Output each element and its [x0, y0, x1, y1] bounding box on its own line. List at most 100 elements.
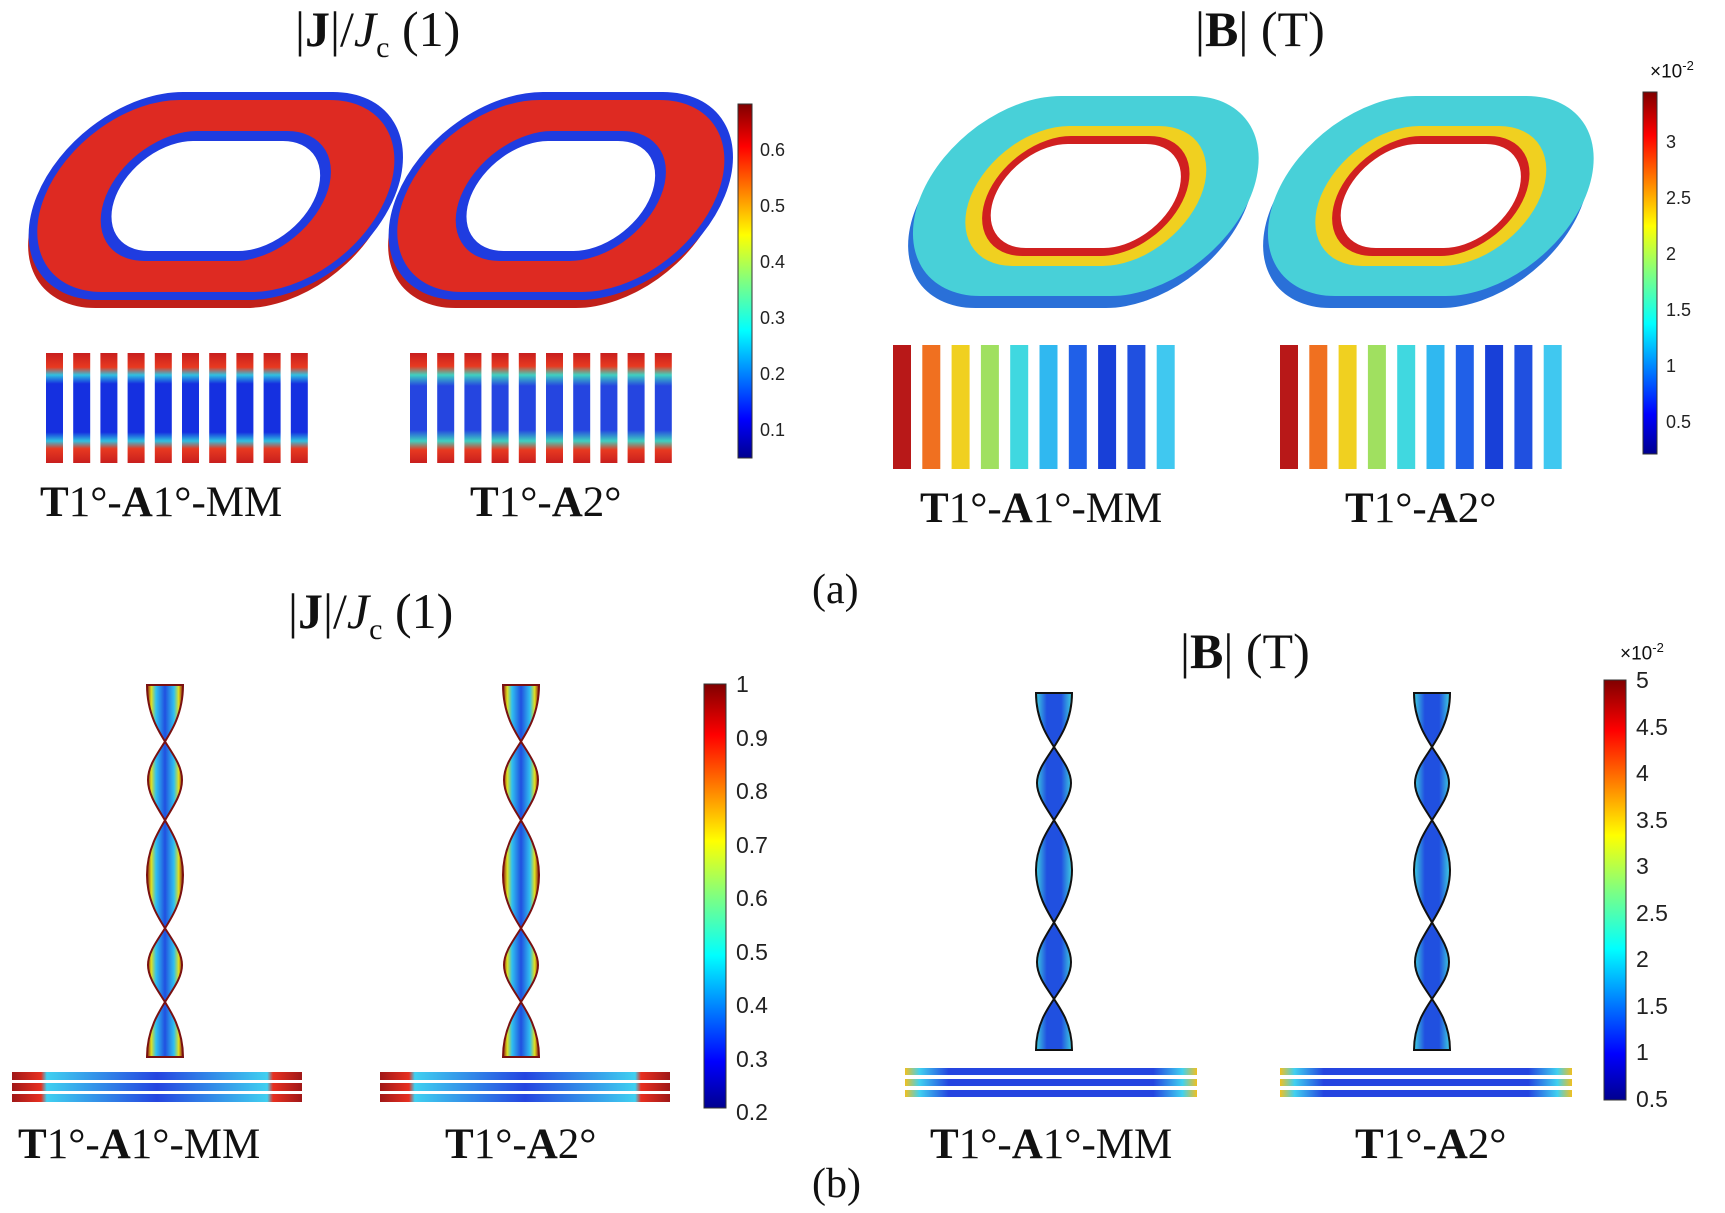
case-label-j-a-1: T1°-A1°-MM — [40, 479, 283, 526]
panel-label-b: (b) — [812, 1161, 861, 1207]
title-b-b: |B| (T) — [1180, 623, 1310, 679]
stack-j-a2 — [380, 1072, 670, 1102]
cross-section-strip — [1098, 345, 1117, 469]
cross-section-b-a2 — [1280, 345, 1562, 469]
coil-b-a2 — [1263, 96, 1594, 308]
cross-section-strip — [100, 353, 118, 463]
colorbar-tick-label: 0.9 — [736, 724, 768, 751]
cross-section-strip — [1010, 345, 1029, 469]
title-j-b: |J|/Jc (1) — [288, 583, 454, 646]
stack-b-a2 — [1280, 1068, 1572, 1097]
cross-section-strip — [573, 353, 591, 463]
cross-section-strip — [209, 353, 227, 463]
colorbar-tick-label: 0.8 — [736, 778, 768, 804]
cross-section-j-a1-mm — [46, 353, 308, 463]
case-label-j-a-2: T1°-A2° — [470, 479, 622, 526]
twist-j-a1-mm — [145, 684, 185, 1058]
cross-section-strip — [518, 353, 536, 463]
case-label-b-b-2: T1°-A2° — [1355, 1121, 1507, 1168]
twist-b-a1-mm — [1034, 692, 1074, 1051]
case-label-j-b-2: T1°-A2° — [445, 1121, 597, 1168]
colorbar-tick-label: 1.5 — [1636, 992, 1668, 1019]
colorbar-tick-label: 0.5 — [736, 938, 768, 965]
colorbar-tick-label: 2 — [1666, 244, 1677, 264]
cross-section-strip — [154, 353, 172, 463]
colorbar-tick-label: 1 — [736, 671, 749, 697]
stack-j-a1-mm — [12, 1072, 302, 1102]
twist-j-a2 — [501, 684, 541, 1058]
colorbar-tick-label: 3 — [1636, 853, 1649, 879]
cross-section-strip — [922, 345, 941, 469]
cross-section-strip — [1338, 345, 1357, 469]
cross-section-strip — [1543, 345, 1562, 469]
colorbar-tick-label: 4.5 — [1636, 713, 1668, 740]
colorbar-tick-label: 3.5 — [1636, 806, 1668, 833]
colorbar-tick-label: 0.5 — [760, 196, 786, 216]
colorbar-tick-label: 1 — [1666, 356, 1677, 376]
colorbar-tick-label: 2 — [1636, 946, 1649, 972]
cross-section-b-a1-mm — [893, 345, 1175, 469]
coil-b-a1-mm — [908, 96, 1259, 308]
colorbar-tick-label: 5 — [1636, 667, 1649, 693]
case-label-b-b-1: T1°-A1°-MM — [930, 1121, 1173, 1168]
colorbar-tick-label: 0.2 — [736, 1099, 768, 1125]
colorbar-tick-label: 0.5 — [1636, 1085, 1668, 1112]
colorbar-tick-label: 0.4 — [736, 992, 768, 1018]
multiplier-b-a: ×10-2 — [1650, 58, 1694, 83]
cross-section-strip — [654, 353, 672, 463]
colorbar-tick-label: 0.7 — [736, 831, 768, 858]
cross-section-strip — [951, 345, 970, 469]
title-b-a: |B| (T) — [1195, 1, 1325, 57]
cross-section-strip — [600, 353, 618, 463]
colorbar-b-b — [1603, 679, 1627, 1101]
colorbar-tick-label: 0.3 — [736, 1045, 768, 1072]
cross-section-strip — [437, 353, 455, 463]
cross-section-strip — [491, 353, 509, 463]
cross-section-strip — [410, 353, 427, 463]
colorbar-tick-label: 3 — [1666, 132, 1677, 152]
cross-section-strip — [182, 353, 199, 463]
coil-j-a1-mm — [28, 92, 403, 308]
colorbar-tick-label: 2.5 — [1666, 188, 1692, 208]
cross-section-strip — [1039, 345, 1058, 469]
colorbar-tick-label: 1 — [1636, 1039, 1649, 1065]
stack-b-a1-mm — [905, 1068, 1197, 1097]
cross-section-strip — [1367, 345, 1386, 469]
coil-j-a2 — [388, 92, 733, 308]
cross-section-strip — [546, 353, 563, 463]
colorbar-tick-label: 0.3 — [760, 308, 786, 328]
cross-section-strip — [73, 353, 91, 463]
colorbar-tick-label: 4 — [1636, 760, 1649, 786]
cross-section-strip — [236, 353, 254, 463]
cross-section-strip — [893, 345, 911, 469]
cross-section-strip — [46, 353, 63, 463]
colorbar-tick-label: 0.2 — [760, 364, 786, 384]
colorbar-j-b — [703, 683, 727, 1109]
colorbar-b-a — [1642, 91, 1658, 455]
cross-section-strip — [464, 353, 482, 463]
cross-section-strip — [1068, 345, 1087, 469]
cross-section-strip — [1127, 345, 1146, 469]
cross-section-strip — [1156, 345, 1175, 469]
colorbar-tick-label: 0.5 — [1666, 412, 1692, 432]
colorbar-tick-label: 1.5 — [1666, 300, 1692, 320]
twist-b-a2 — [1412, 692, 1452, 1051]
cross-section-strip — [1455, 345, 1474, 469]
cross-section-strip — [263, 353, 281, 463]
cross-section-strip — [627, 353, 645, 463]
colorbar-tick-label: 0.6 — [760, 140, 786, 160]
cross-section-strip — [1280, 345, 1298, 469]
colorbar-tick-label: 2.5 — [1636, 899, 1668, 926]
colorbar-tick-label: 0.4 — [760, 252, 786, 272]
multiplier-b-b: ×10-2 — [1620, 640, 1664, 665]
colorbar-tick-label: 0.1 — [760, 420, 786, 440]
cross-section-strip — [1426, 345, 1445, 469]
cross-section-j-a2 — [410, 353, 672, 463]
cross-section-strip — [980, 345, 999, 469]
panel-label-a: (a) — [812, 567, 859, 613]
cross-section-strip — [1397, 345, 1416, 469]
case-label-j-b-1: T1°-A1°-MM — [18, 1121, 261, 1168]
title-j-a: |J|/Jc (1) — [295, 1, 461, 64]
colorbar-j-a — [737, 103, 753, 459]
cross-section-strip — [127, 353, 145, 463]
